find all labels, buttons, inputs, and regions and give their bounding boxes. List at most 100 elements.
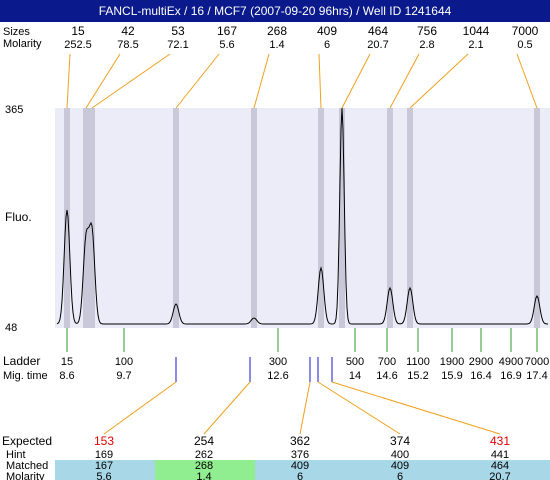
match-connector [103, 381, 177, 435]
matched-size: 167 [95, 460, 113, 472]
ladder-size: 2900 [469, 356, 493, 368]
expected-row-label: Matched [6, 460, 48, 472]
match-connector [299, 381, 311, 435]
peak-band [83, 108, 89, 328]
expected-row-label: Hint [6, 449, 26, 461]
peak-molarity: 0.5 [517, 39, 532, 51]
ladder-time: 14 [349, 370, 361, 382]
window-title: FANCL-multiEx / 16 / MCF7 (2007-09-20 96… [99, 4, 452, 18]
peak-band [318, 108, 324, 328]
plot-area [55, 108, 550, 328]
hint-size: 376 [291, 449, 309, 461]
ladder-size: 7000 [525, 356, 549, 368]
expected-size: 254 [194, 434, 214, 448]
peak-molarity: 2.1 [468, 39, 483, 51]
ladder-label: Ladder [3, 354, 40, 368]
matched-size: 464 [491, 460, 509, 472]
peak-molarity: 2.8 [419, 39, 434, 51]
matched-size: 268 [195, 460, 213, 472]
ladder-size: 100 [115, 356, 133, 368]
sizes-label: Sizes [3, 26, 30, 38]
peak-connector [253, 53, 270, 109]
matched-molarity: 5.6 [96, 471, 111, 480]
peak-band [251, 108, 257, 328]
trace [56, 107, 548, 325]
ladder-size: 500 [346, 356, 364, 368]
y-bottom-label: 48 [5, 322, 17, 334]
ladder-time: 9.7 [116, 370, 131, 382]
hint-size: 169 [95, 449, 113, 461]
expected-size: 153 [94, 434, 114, 448]
peak-size: 409 [317, 24, 337, 38]
peak-molarity: 78.5 [117, 39, 138, 51]
expected-size: 362 [290, 434, 310, 448]
expected-size: 374 [390, 434, 410, 448]
peak-size: 1044 [463, 24, 490, 38]
mig-time-label: Mig. time [3, 370, 48, 382]
peak-size: 756 [417, 24, 437, 38]
peak-size: 268 [267, 24, 287, 38]
hint-size: 262 [195, 449, 213, 461]
matched-molarity: 1.4 [196, 471, 211, 480]
peak-band [407, 108, 413, 328]
matched-size: 409 [391, 460, 409, 472]
ladder-time: 16.4 [470, 370, 491, 382]
ladder-size: 15 [61, 356, 73, 368]
match-connector [331, 381, 501, 435]
ladder-size: 1900 [440, 356, 464, 368]
expected-row-label: Molarity [6, 471, 45, 480]
ladder-time: 15.9 [441, 370, 462, 382]
peak-size: 7000 [512, 24, 539, 38]
matched-highlight [155, 460, 255, 480]
peak-molarity: 252.5 [64, 39, 92, 51]
ladder-time: 8.6 [59, 370, 74, 382]
peak-band [173, 108, 179, 328]
peak-size: 53 [171, 24, 185, 38]
peak-molarity: 5.6 [219, 39, 234, 51]
peak-connector [318, 53, 322, 109]
ladder-size: 700 [378, 356, 396, 368]
peak-band [64, 108, 70, 328]
match-connector [317, 381, 401, 435]
peak-connector [409, 53, 469, 109]
peak-connector [516, 53, 538, 109]
peak-molarity: 72.1 [167, 39, 188, 51]
peak-band [387, 108, 393, 328]
expected-size: 431 [490, 434, 510, 448]
ladder-size: 4900 [499, 356, 523, 368]
title-bar [0, 0, 550, 22]
hint-size: 400 [391, 449, 409, 461]
peak-connector [389, 53, 420, 109]
ladder-size: 1100 [406, 356, 430, 368]
peak-size: 15 [71, 24, 85, 38]
ladder-time: 16.9 [500, 370, 521, 382]
peak-molarity: 20.7 [367, 39, 388, 51]
peak-size: 42 [121, 24, 135, 38]
ladder-size: 300 [269, 356, 287, 368]
peak-band [339, 108, 345, 328]
matched-molarity: 20.7 [489, 471, 510, 480]
peak-connector [341, 53, 371, 109]
y-axis-label: Fluo. [5, 210, 32, 224]
ladder-time: 12.6 [267, 370, 288, 382]
peak-band [89, 108, 95, 328]
expected-row-label: Expected [2, 434, 52, 448]
peak-connector [66, 53, 71, 109]
peak-connector [175, 53, 220, 109]
peak-size: 167 [217, 24, 237, 38]
peak-band [534, 108, 540, 328]
peak-connector [91, 53, 171, 109]
hint-size: 441 [491, 449, 509, 461]
ladder-time: 15.2 [407, 370, 428, 382]
peak-molarity: 1.4 [269, 39, 284, 51]
peak-molarity: 6 [324, 39, 330, 51]
matched-molarity: 6 [397, 471, 403, 480]
match-connector [203, 381, 251, 435]
y-top-label: 365 [5, 104, 23, 116]
molarity-label: Molarity [3, 38, 42, 50]
matched-molarity: 6 [297, 471, 303, 480]
peak-size: 464 [368, 24, 388, 38]
peak-connector [85, 53, 121, 109]
ladder-time: 17.4 [526, 370, 547, 382]
